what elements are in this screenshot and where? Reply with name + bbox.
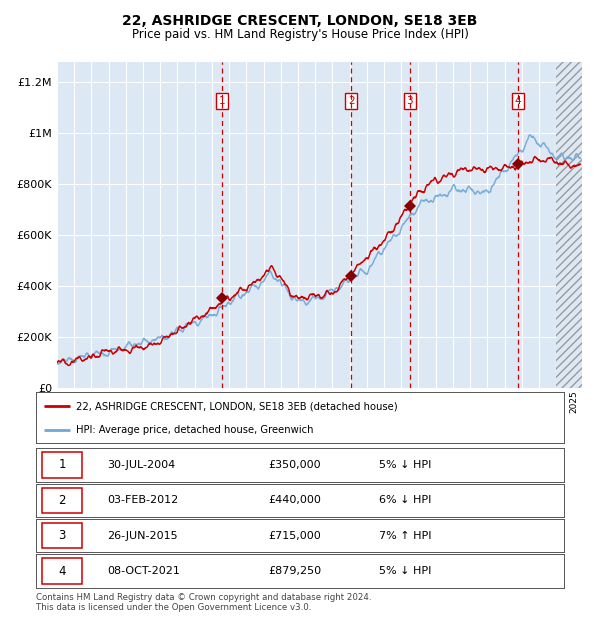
Text: HPI: Average price, detached house, Greenwich: HPI: Average price, detached house, Gree… — [76, 425, 313, 435]
Text: 3: 3 — [406, 96, 413, 106]
Text: 2: 2 — [348, 96, 355, 106]
Text: 4: 4 — [58, 565, 66, 577]
Text: 2: 2 — [58, 494, 66, 507]
Text: 4: 4 — [514, 96, 521, 106]
Text: 6% ↓ HPI: 6% ↓ HPI — [379, 495, 431, 505]
Text: 3: 3 — [58, 529, 66, 542]
Text: £879,250: £879,250 — [268, 566, 322, 576]
Text: 1: 1 — [218, 96, 225, 106]
Text: 30-JUL-2004: 30-JUL-2004 — [107, 460, 176, 470]
FancyBboxPatch shape — [43, 452, 82, 478]
Text: Price paid vs. HM Land Registry's House Price Index (HPI): Price paid vs. HM Land Registry's House … — [131, 28, 469, 41]
FancyBboxPatch shape — [43, 558, 82, 584]
Text: 26-JUN-2015: 26-JUN-2015 — [107, 531, 178, 541]
Text: 22, ASHRIDGE CRESCENT, LONDON, SE18 3EB (detached house): 22, ASHRIDGE CRESCENT, LONDON, SE18 3EB … — [76, 401, 397, 411]
Text: 03-FEB-2012: 03-FEB-2012 — [107, 495, 179, 505]
FancyBboxPatch shape — [43, 487, 82, 513]
Text: 1: 1 — [58, 459, 66, 471]
Text: 08-OCT-2021: 08-OCT-2021 — [107, 566, 180, 576]
Bar — [556, 62, 582, 388]
Text: 5% ↓ HPI: 5% ↓ HPI — [379, 566, 431, 576]
Text: 7% ↑ HPI: 7% ↑ HPI — [379, 531, 432, 541]
Text: £440,000: £440,000 — [268, 495, 321, 505]
Text: £715,000: £715,000 — [268, 531, 321, 541]
Text: £350,000: £350,000 — [268, 460, 321, 470]
FancyBboxPatch shape — [43, 523, 82, 549]
Text: Contains HM Land Registry data © Crown copyright and database right 2024.
This d: Contains HM Land Registry data © Crown c… — [36, 593, 371, 612]
Text: 22, ASHRIDGE CRESCENT, LONDON, SE18 3EB: 22, ASHRIDGE CRESCENT, LONDON, SE18 3EB — [122, 14, 478, 28]
Text: 5% ↓ HPI: 5% ↓ HPI — [379, 460, 431, 470]
